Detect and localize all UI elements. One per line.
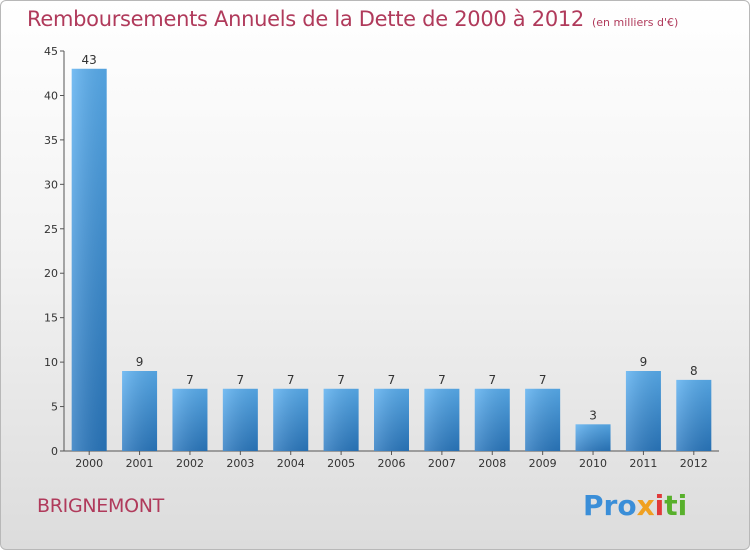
x-tick-label: 2009: [529, 457, 557, 470]
bar-value-label: 7: [186, 373, 194, 387]
bar-value-label: 43: [82, 53, 97, 67]
bar-value-label: 7: [237, 373, 245, 387]
bar-shade: [172, 388, 208, 451]
chart-subtitle: (en milliers d'€): [592, 16, 679, 29]
bar-value-label: 3: [589, 408, 597, 422]
bar-shade: [222, 388, 258, 451]
bar-shade: [323, 388, 359, 451]
bar-value-label: 7: [438, 373, 446, 387]
logo-part-4: ti: [664, 489, 688, 522]
y-tick-label: 0: [51, 445, 58, 458]
bar-value-label: 8: [690, 364, 698, 378]
logo-part-1: Pro: [583, 489, 637, 522]
x-tick-label: 2000: [75, 457, 103, 470]
x-tick-label: 2007: [428, 457, 456, 470]
bar-value-label: 7: [488, 373, 496, 387]
x-tick-label: 2005: [327, 457, 355, 470]
x-tick-label: 2012: [680, 457, 708, 470]
y-tick-label: 5: [51, 401, 58, 414]
bar-shade: [625, 371, 661, 451]
bar-shade: [71, 68, 107, 452]
y-tick-label: 20: [44, 267, 58, 280]
bar-value-label: 7: [539, 373, 547, 387]
bar-value-label: 7: [388, 373, 396, 387]
x-tick-label: 2004: [277, 457, 305, 470]
bar-shade: [575, 424, 611, 451]
bar-shade: [676, 379, 712, 451]
bar-shade: [122, 371, 158, 451]
chart-title-block: Remboursements Annuels de la Dette de 20…: [27, 7, 678, 31]
bar-value-label: 7: [287, 373, 295, 387]
y-tick-label: 40: [44, 89, 58, 102]
commune-name: BRIGNEMONT: [37, 495, 164, 517]
bars: [71, 68, 712, 452]
bar-shade: [424, 388, 460, 451]
x-tick-label: 2010: [579, 457, 607, 470]
bar-shade: [374, 388, 409, 451]
bar-shade: [525, 388, 561, 451]
bar-shade: [273, 388, 309, 451]
y-tick-label: 30: [44, 178, 58, 191]
x-tick-label: 2001: [126, 457, 154, 470]
x-tick-label: 2002: [176, 457, 204, 470]
x-tick-label: 2003: [226, 457, 254, 470]
proxiti-logo[interactable]: Proxiti: [583, 489, 687, 522]
bar-value-label: 7: [337, 373, 345, 387]
logo-part-2: x: [636, 489, 655, 522]
bar-value-label: 9: [640, 355, 648, 369]
chart-title: Remboursements Annuels de la Dette de 20…: [27, 7, 584, 31]
bar-shade: [474, 388, 510, 451]
labels: 43 2000 9 2001 7 2002 7 2003 7 2004 7 2005 7 2006 7 200…: [75, 53, 708, 470]
y-tick-label: 45: [44, 45, 58, 58]
logo-part-3: i: [654, 489, 665, 522]
y-tick-label: 25: [44, 223, 58, 236]
x-tick-label: 2011: [629, 457, 657, 470]
bar-value-label: 9: [136, 355, 144, 369]
x-tick-label: 2008: [478, 457, 506, 470]
x-tick-label: 2006: [378, 457, 406, 470]
y-tick-label: 35: [44, 134, 58, 147]
y-tick-label: 10: [44, 356, 58, 369]
y-tick-label: 15: [44, 312, 58, 325]
